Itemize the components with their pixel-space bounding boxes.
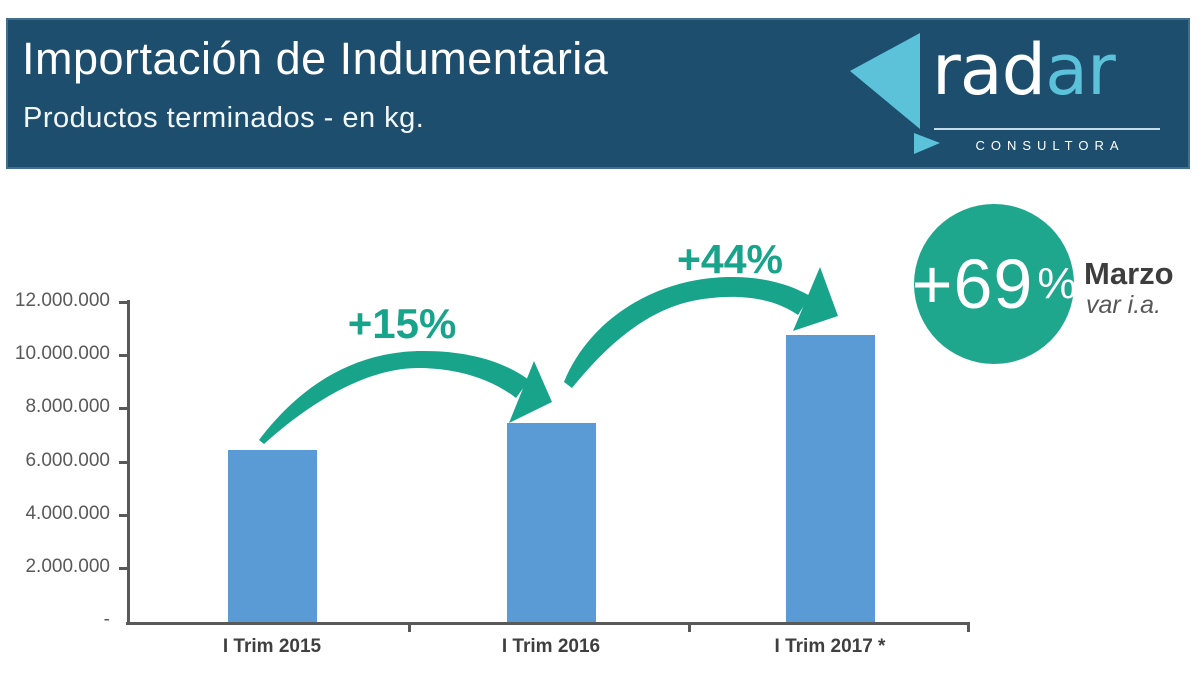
y-axis-label: 4.000.000: [25, 503, 110, 524]
y-axis-tick: [119, 407, 130, 410]
x-axis-label-2015: I Trim 2015: [222, 636, 322, 657]
logo-tagline: CONSULTORA: [975, 138, 1125, 153]
x-axis-tick: [688, 622, 691, 632]
badge-subtitle: var i.a.: [1086, 291, 1162, 319]
y-axis-label: 2.000.000: [25, 556, 110, 577]
x-axis-tick: [408, 622, 411, 632]
logo-wordmark: radar: [932, 20, 1116, 120]
y-axis-tick: [119, 301, 130, 304]
y-axis-tick: [119, 461, 130, 464]
x-axis-line: [126, 622, 970, 625]
logo-text-ar: ar: [1045, 29, 1116, 111]
page-subtitle: Productos terminados - en kg.: [23, 102, 425, 134]
logo-text-rad: rad: [932, 29, 1046, 111]
y-axis-label: 12.000.000: [14, 290, 110, 311]
x-axis-tick: [967, 622, 970, 632]
growth-label-2016: +15%: [347, 300, 457, 347]
bar-2015: [228, 450, 317, 622]
logo-divider: [934, 128, 1160, 130]
y-axis-tick: [119, 567, 130, 570]
page-title: Importación de Indumentaria: [22, 33, 609, 84]
y-axis-tick: [119, 354, 130, 357]
y-axis-label: 6.000.000: [25, 450, 110, 471]
badge-percent-sign: %: [1037, 259, 1077, 308]
y-axis-label: 10.000.000: [14, 343, 110, 364]
y-axis-label: -: [103, 609, 110, 630]
y-axis-tick: [119, 514, 130, 517]
x-axis-label-2016: I Trim 2016: [501, 636, 601, 657]
header-band: Importación de Indumentaria Productos te…: [6, 18, 1190, 169]
bar-2016: [507, 423, 596, 622]
y-axis-line: [127, 300, 130, 623]
radar-logo: radar CONSULTORA: [848, 28, 1184, 168]
bar-2017: [786, 335, 875, 622]
badge-title: Marzo: [1084, 256, 1174, 291]
x-axis-label-2017: I Trim 2017 *: [774, 636, 886, 657]
growth-label-2017: +44%: [676, 236, 783, 282]
logo-triangle-icon: [850, 33, 940, 154]
variation-badge: +69 %: [911, 204, 1077, 364]
y-axis-label: 8.000.000: [25, 396, 110, 417]
badge-value: +69: [911, 245, 1034, 323]
